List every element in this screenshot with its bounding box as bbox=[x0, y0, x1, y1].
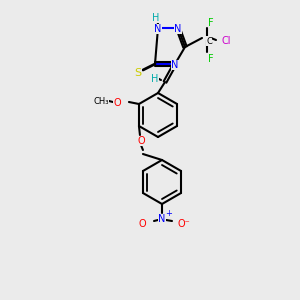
Text: CH₃: CH₃ bbox=[93, 97, 109, 106]
Text: Cl: Cl bbox=[221, 36, 231, 46]
Text: O: O bbox=[137, 136, 145, 146]
Text: C: C bbox=[206, 37, 212, 46]
Text: +: + bbox=[166, 209, 172, 218]
Text: H: H bbox=[152, 13, 160, 23]
Text: S: S bbox=[134, 68, 142, 78]
Text: H: H bbox=[151, 74, 159, 84]
Text: N: N bbox=[171, 60, 179, 70]
Text: O: O bbox=[113, 98, 121, 108]
Text: O⁻: O⁻ bbox=[178, 219, 190, 229]
Text: F: F bbox=[208, 54, 214, 64]
Text: N: N bbox=[174, 24, 182, 34]
Text: N: N bbox=[154, 24, 162, 34]
Text: F: F bbox=[208, 18, 214, 28]
Text: N: N bbox=[158, 214, 166, 224]
Text: O: O bbox=[138, 219, 146, 229]
